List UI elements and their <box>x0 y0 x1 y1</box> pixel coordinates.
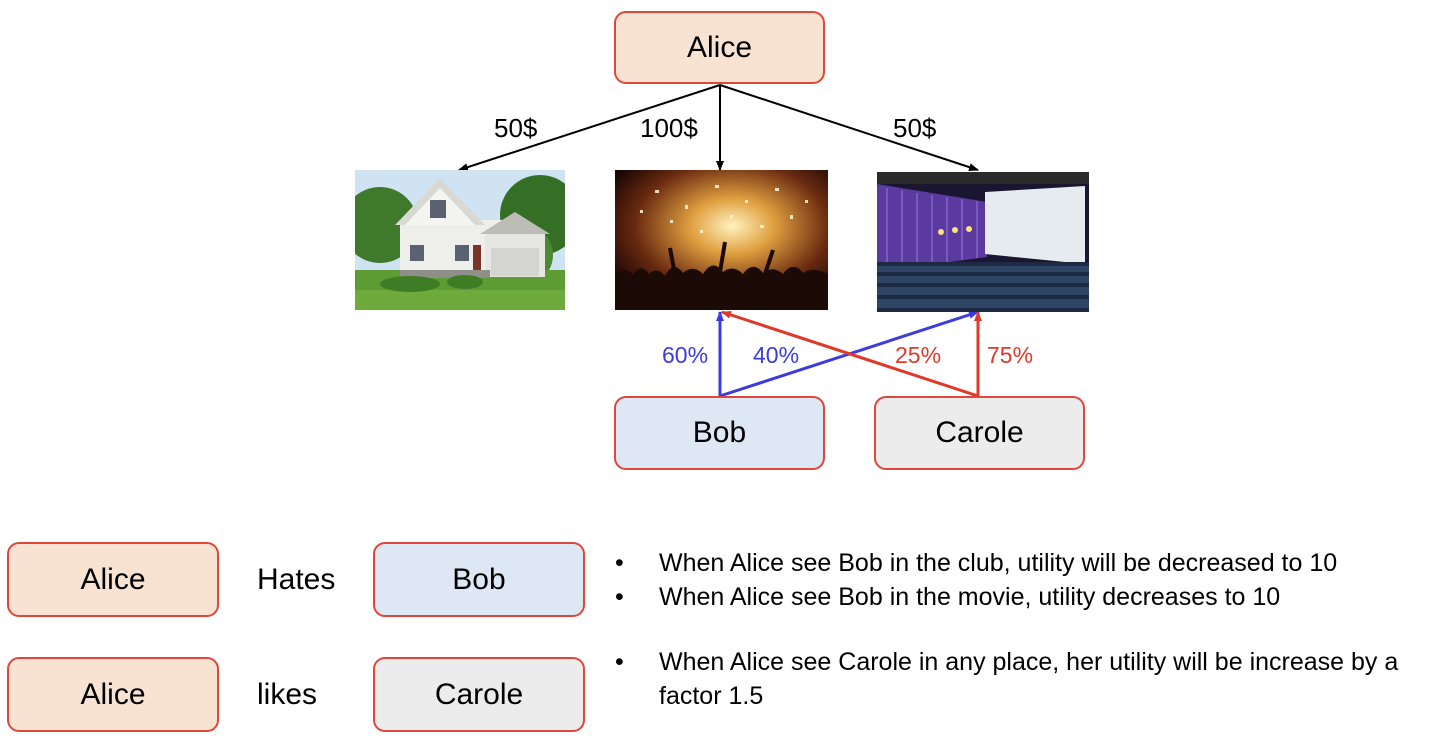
relation-2-verb: likes <box>257 678 318 711</box>
alice-node: Alice <box>614 11 825 84</box>
bob-cinema-prob: 40% <box>753 342 800 368</box>
carole-cinema-prob: 75% <box>987 342 1034 368</box>
notes-list: When Alice see Bob in the club, utility … <box>615 546 1440 614</box>
house-image <box>355 170 565 310</box>
relation-1-subject-label: Alice <box>80 562 146 596</box>
note-3: When Alice see Carole in any place, her … <box>615 645 1440 713</box>
carole-node-label: Carole <box>935 416 1024 449</box>
edge-alice-cinema <box>719 84 979 171</box>
relation-1-object-label: Bob <box>452 562 506 596</box>
relation-2-object-label: Carole <box>434 677 524 711</box>
carole-node: Carole <box>874 396 1085 470</box>
note-2: When Alice see Bob in the movie, utility… <box>615 580 1440 614</box>
club-image <box>615 170 828 310</box>
relation-2-subject-label: Alice <box>80 677 146 711</box>
alice-node-label: Alice <box>686 30 753 64</box>
relation-1-object: Bob <box>373 542 585 617</box>
bob-node: Bob <box>614 396 825 470</box>
bob-node-label: Bob <box>692 416 747 449</box>
cinema-image <box>877 172 1089 312</box>
cost-club-label: 100$ <box>640 113 698 143</box>
carole-club-prob: 25% <box>895 342 942 368</box>
edge-carole-club <box>721 310 979 398</box>
note-1: When Alice see Bob in the club, utility … <box>615 546 1440 580</box>
relation-2-subject: Alice <box>7 657 219 732</box>
notes-list-2: When Alice see Carole in any place, her … <box>615 645 1440 713</box>
cost-cinema-label: 50$ <box>893 113 937 143</box>
relation-2-object: Carole <box>373 657 585 732</box>
bob-club-prob: 60% <box>662 342 709 368</box>
relation-1-verb: Hates <box>257 563 336 596</box>
cost-house-label: 50$ <box>494 113 538 143</box>
relation-1-subject: Alice <box>7 542 219 617</box>
edge-alice-house <box>458 84 721 172</box>
